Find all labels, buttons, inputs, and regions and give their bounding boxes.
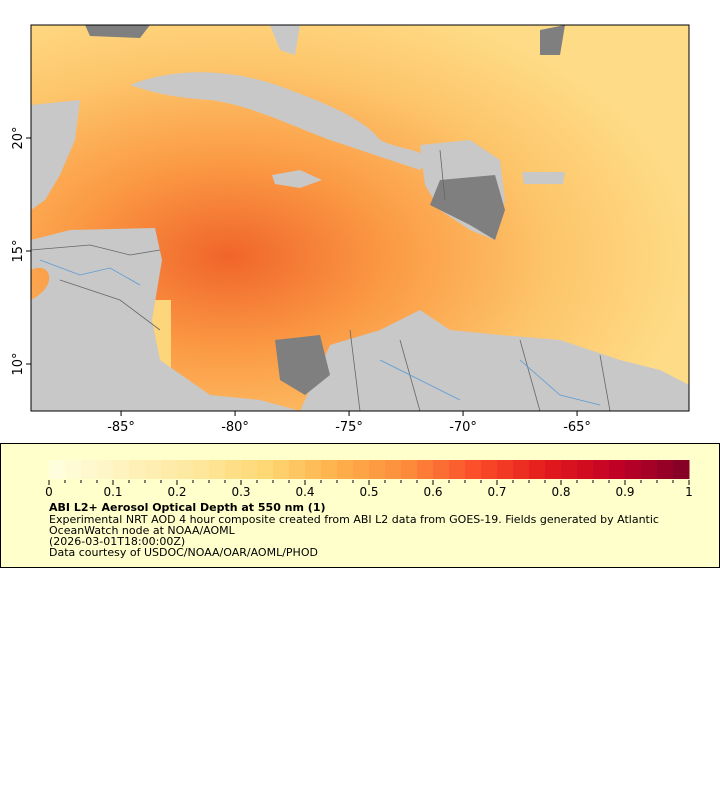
- legend-line-2: OceanWatch node at NOAA/AOML: [49, 524, 235, 537]
- colorbar-segment: [657, 460, 674, 479]
- colorbar-segment: [337, 460, 354, 479]
- colorbar-label: 0.1: [103, 485, 122, 499]
- colorbar-label: 0.8: [551, 485, 570, 499]
- colorbar-segment: [81, 460, 98, 479]
- colorbar-segment: [625, 460, 642, 479]
- colorbar-segment: [465, 460, 482, 479]
- land-puerto-rico: [522, 172, 565, 184]
- lon-tick-label: -80°: [221, 420, 249, 435]
- lat-tick-label: 10°: [11, 352, 26, 375]
- colorbar-label: 0.4: [295, 485, 314, 499]
- colorbar-segment: [273, 460, 290, 479]
- colorbar-label: 0.3: [231, 485, 250, 499]
- lon-tick-label: -65°: [563, 420, 591, 435]
- colorbar-segment: [161, 460, 178, 479]
- colorbar-label: 0.6: [423, 485, 442, 499]
- colorbar-segment: [673, 460, 690, 479]
- colorbar-segment: [385, 460, 402, 479]
- land-florida: [270, 25, 300, 55]
- colorbar-label: 0: [45, 485, 53, 499]
- colorbar-segment: [113, 460, 130, 479]
- colorbar-segment: [353, 460, 370, 479]
- colorbar-segment: [593, 460, 610, 479]
- colorbar-segment: [305, 460, 322, 479]
- colorbar-segment: [545, 460, 562, 479]
- no-data-colombia: [275, 335, 330, 395]
- land-yucatan: [31, 100, 80, 210]
- colorbar-label: 0.9: [615, 485, 634, 499]
- colorbar-segment: [609, 460, 626, 479]
- colorbar-segment: [497, 460, 514, 479]
- colorbar-segment: [289, 460, 306, 479]
- colorbar-segment: [401, 460, 418, 479]
- colorbar-segment: [577, 460, 594, 479]
- colorbar-segment: [241, 460, 258, 479]
- colorbar-segment: [321, 460, 338, 479]
- map-axes: -85° -80° -75° -70° -65° 20° 15° 10°: [11, 126, 591, 435]
- colorbar-segment: [225, 460, 242, 479]
- colorbar-segment: [369, 460, 386, 479]
- land-jamaica: [272, 170, 322, 188]
- lon-tick-label: -70°: [449, 420, 477, 435]
- lon-tick-label: -75°: [335, 420, 363, 435]
- colorbar-segment: [481, 460, 498, 479]
- colorbar-segment: [49, 460, 66, 479]
- colorbar-label: 0.7: [487, 485, 506, 499]
- no-data-hispaniola: [430, 175, 505, 240]
- colorbar: 0 0.1 0.2 0.3 0.4 0.5 0.6 0.7 0.8 0.9 1: [45, 460, 693, 499]
- no-data-top: [85, 25, 565, 55]
- land-south-america: [300, 310, 689, 411]
- colorbar-segment: [417, 460, 434, 479]
- colorbar-label: 0.2: [167, 485, 186, 499]
- colorbar-segment: [97, 460, 114, 479]
- lon-tick-label: -85°: [107, 420, 135, 435]
- map-field: [31, 25, 689, 411]
- legend-title: ABI L2+ Aerosol Optical Depth at 550 nm …: [49, 501, 326, 514]
- colorbar-label: 1: [685, 485, 693, 499]
- colorbar-label: 0.5: [359, 485, 378, 499]
- legend-time: (2026-03-01T18:00:00Z): [49, 535, 186, 548]
- land-cuba: [130, 72, 430, 170]
- colorbar-segment: [449, 460, 466, 479]
- colorbar-segment: [513, 460, 530, 479]
- colorbar-segment: [641, 460, 658, 479]
- legend-panel: 0 0.1 0.2 0.3 0.4 0.5 0.6 0.7 0.8 0.9 1 ABI L2+ Ae…: [0, 443, 720, 568]
- colorbar-segment: [529, 460, 546, 479]
- country-borders: [31, 149, 611, 411]
- aod-map: -85° -80° -75° -70° -65° 20° 15° 10°: [11, 24, 690, 435]
- colorbar-segment: [177, 460, 194, 479]
- colorbar-segment: [433, 460, 450, 479]
- legend-credit: Data courtesy of USDOC/NOAA/OAR/AOML/PHO…: [49, 546, 318, 559]
- legend-line-1: Experimental NRT AOD 4 hour composite cr…: [49, 513, 659, 526]
- colorbar-segment: [65, 460, 82, 479]
- rivers: [39, 259, 601, 406]
- colorbar-segment: [193, 460, 210, 479]
- colorbar-segment: [129, 460, 146, 479]
- lat-tick-label: 15°: [11, 239, 26, 262]
- lat-tick-label: 20°: [11, 126, 26, 149]
- land-central-america: [31, 228, 300, 411]
- colorbar-segment: [209, 460, 226, 479]
- colorbar-segment: [145, 460, 162, 479]
- colorbar-segment: [257, 460, 274, 479]
- map-frame: [30, 24, 690, 412]
- colorbar-segment: [561, 460, 578, 479]
